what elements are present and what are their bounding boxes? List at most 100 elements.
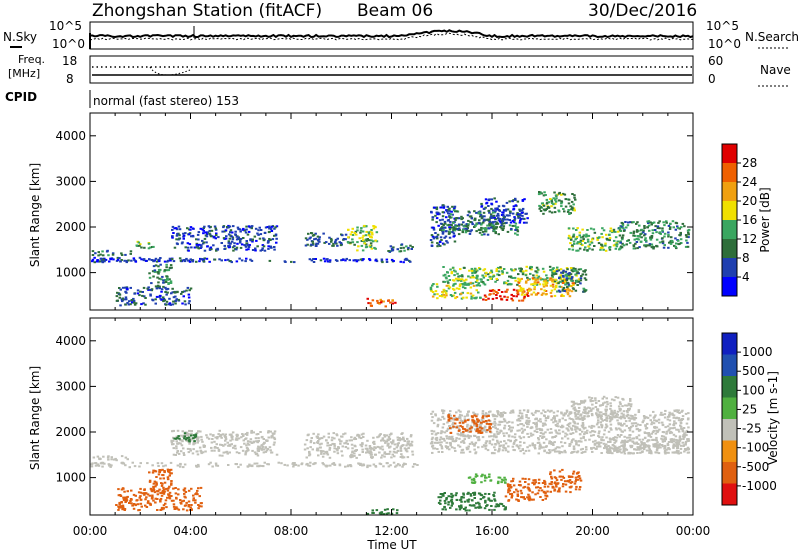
- heatmap-cell: [463, 415, 467, 418]
- heatmap-cell: [575, 235, 579, 238]
- heatmap-cell: [170, 482, 173, 485]
- heatmap-cell: [213, 440, 216, 443]
- heatmap-cell: [217, 448, 221, 451]
- heatmap-cell: [356, 226, 359, 229]
- heatmap-cell: [359, 231, 362, 234]
- heatmap-cell: [475, 415, 478, 418]
- heatmap-cell: [630, 422, 634, 425]
- heatmap-cell: [165, 269, 169, 272]
- heatmap-cell: [473, 435, 477, 437]
- heatmap-cell: [118, 257, 121, 260]
- heatmap-cell: [581, 422, 585, 424]
- heatmap-cell: [472, 276, 476, 279]
- heatmap-cell: [192, 448, 195, 451]
- heatmap-cell: [484, 447, 488, 450]
- heatmap-cell: [603, 447, 606, 450]
- heatmap-cell: [179, 439, 182, 442]
- heatmap-cell: [210, 229, 214, 232]
- heatmap-cell: [171, 235, 174, 238]
- heatmap-cell: [266, 448, 270, 450]
- heatmap-cell: [552, 421, 555, 424]
- heatmap-cell: [558, 452, 561, 455]
- heatmap-cell: [531, 491, 534, 494]
- heatmap-cell: [446, 280, 449, 283]
- heatmap-cell: [512, 288, 516, 291]
- heatmap-cell: [215, 249, 218, 252]
- heatmap-cell: [484, 206, 487, 209]
- heatmap-cell: [270, 435, 273, 438]
- heatmap-cell: [608, 239, 611, 242]
- heatmap-cell: [219, 443, 222, 446]
- heatmap-cell: [672, 445, 675, 448]
- heatmap-cell: [445, 498, 448, 501]
- heatmap-cell: [382, 439, 386, 442]
- heatmap-cell: [403, 447, 407, 450]
- heatmap-cell: [474, 452, 477, 455]
- heatmap-cell: [465, 223, 468, 226]
- heatmap-cell: [172, 499, 175, 502]
- heatmap-cell: [222, 444, 225, 447]
- heatmap-cell: [569, 212, 572, 215]
- heatmap-cell: [466, 413, 469, 416]
- heatmap-cell: [445, 441, 448, 444]
- heatmap-cell: [250, 225, 254, 228]
- heatmap-cell: [544, 431, 547, 434]
- heatmap-cell: [518, 412, 522, 415]
- heatmap-cell: [604, 244, 607, 247]
- heatmap-cell: [325, 241, 328, 244]
- heatmap-cell: [496, 212, 500, 215]
- heatmap-cell: [462, 427, 465, 430]
- heatmap-cell: [667, 235, 670, 238]
- heatmap-cell: [579, 243, 583, 246]
- heatmap-cell: [170, 292, 173, 295]
- heatmap-cell: [310, 259, 314, 262]
- heatmap-cell: [252, 441, 256, 444]
- heatmap-cell: [483, 507, 487, 510]
- heatmap-cell: [495, 221, 499, 224]
- heatmap-cell: [549, 198, 552, 200]
- heatmap-cell: [349, 455, 352, 458]
- heatmap-cell: [138, 465, 141, 468]
- heatmap-cell: [478, 268, 482, 271]
- heatmap-cell: [584, 246, 587, 249]
- freq-tick-high: 18: [62, 54, 77, 68]
- heatmap-cell: [257, 439, 260, 442]
- heatmap-cell: [500, 430, 503, 433]
- heatmap-cell: [239, 463, 242, 466]
- heatmap-cell: [620, 415, 623, 418]
- heatmap-cell: [658, 231, 662, 234]
- heatmap-cell: [669, 222, 672, 225]
- heatmap-cell: [363, 224, 366, 227]
- heatmap-cell: [516, 424, 520, 427]
- heatmap-cell: [516, 200, 520, 203]
- heatmap-cell: [333, 443, 336, 445]
- heatmap-cell: [482, 496, 485, 499]
- heatmap-cell: [579, 268, 583, 271]
- heatmap-cell: [554, 202, 557, 205]
- heatmap-cell: [155, 482, 158, 485]
- cpid-text: normal (fast stereo) 153: [93, 94, 239, 108]
- power-colorbar-swatch: [722, 277, 737, 296]
- heatmap-cell: [624, 439, 627, 442]
- heatmap-cell: [572, 267, 575, 270]
- heatmap-cell: [139, 502, 143, 505]
- heatmap-cell: [493, 229, 496, 232]
- heatmap-cell: [522, 297, 526, 300]
- heatmap-cell: [430, 441, 434, 443]
- heatmap-cell: [480, 205, 483, 208]
- heatmap-cell: [368, 230, 372, 233]
- heatmap-cell: [356, 249, 359, 252]
- heatmap-cell: [565, 290, 568, 293]
- heatmap-cell: [437, 243, 440, 246]
- heatmap-cell: [607, 430, 611, 433]
- heatmap-cell: [262, 442, 265, 445]
- heatmap-cell: [387, 299, 390, 302]
- power-colorbar-tick: 12: [742, 232, 757, 246]
- heatmap-cell: [511, 435, 514, 438]
- heatmap-cell: [436, 423, 440, 426]
- heatmap-cell: [257, 445, 260, 448]
- heatmap-cell: [130, 299, 134, 301]
- heatmap-cell: [634, 442, 637, 445]
- heatmap-cell: [214, 227, 217, 230]
- heatmap-cell: [205, 434, 208, 437]
